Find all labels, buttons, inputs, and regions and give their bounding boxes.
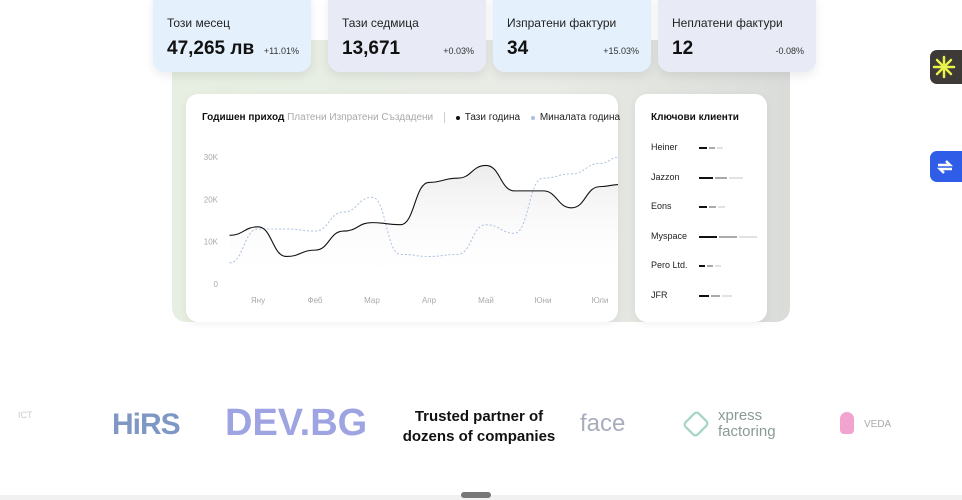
stat-change: +15.03% bbox=[603, 46, 639, 56]
stat-change: +0.03% bbox=[443, 46, 474, 56]
stat-card: Този месец 47,265 лв +11.01% bbox=[153, 0, 311, 72]
stat-card: Изпратени фактури 34 +15.03% bbox=[493, 0, 651, 72]
legend-dot-last-year bbox=[530, 115, 535, 120]
legend-last-year: Миналата година bbox=[539, 112, 621, 124]
stat-label: Този месец bbox=[167, 16, 230, 30]
logo-text-xpress: xpress bbox=[718, 407, 763, 424]
veda-logo-icon bbox=[840, 412, 854, 434]
asterisk-app-icon bbox=[932, 55, 956, 79]
client-bar bbox=[699, 294, 709, 297]
tagline-line-1: Trusted partner of bbox=[414, 408, 544, 425]
y-tick-label: 30K bbox=[204, 153, 219, 162]
stat-card: Тази седмица 13,671 +0.03% bbox=[328, 0, 486, 72]
stat-value: 34 bbox=[507, 38, 529, 59]
client-name: Jazzon bbox=[651, 171, 680, 182]
client-bars bbox=[699, 294, 732, 297]
asterisk-app-button[interactable] bbox=[930, 50, 962, 84]
client-name: Pero Ltd. bbox=[651, 260, 688, 270]
client-bar bbox=[699, 265, 705, 267]
stat-value: 47,265 лв bbox=[167, 38, 255, 59]
sync-button[interactable] bbox=[930, 151, 962, 182]
y-tick-label: 0 bbox=[214, 280, 219, 289]
key-clients-title: Ключови клиенти bbox=[651, 112, 739, 123]
client-bar bbox=[699, 235, 717, 238]
client-name: Heiner bbox=[651, 142, 678, 152]
filter-sent[interactable]: Изпратени bbox=[329, 112, 379, 124]
scroll-handle[interactable] bbox=[461, 492, 491, 498]
filter-paid[interactable]: Платени bbox=[287, 112, 327, 124]
xpress-logo-icon bbox=[681, 409, 711, 439]
logo-devbg: DEV.BG bbox=[225, 402, 368, 444]
revenue-line-chart: 0 10K 20K 30K Яну Феб Мар Апр Май Юни Юли bbox=[204, 153, 618, 305]
logo-face: face bbox=[580, 410, 626, 437]
stat-label: Изпратени фактури bbox=[507, 16, 617, 30]
client-bar bbox=[715, 176, 727, 179]
client-bar bbox=[699, 147, 707, 149]
client-bar bbox=[717, 147, 723, 149]
client-bar bbox=[707, 265, 713, 267]
client-bars bbox=[699, 176, 743, 179]
client-bar bbox=[739, 235, 757, 238]
stat-value: 13,671 bbox=[342, 38, 401, 59]
filter-created[interactable]: Създадени bbox=[381, 112, 434, 124]
y-tick-label: 10K bbox=[204, 238, 219, 247]
client-bar bbox=[715, 265, 721, 267]
key-clients-card: Ключови клиенти Heiner Jazzon Eons Myspace P… bbox=[635, 94, 767, 322]
x-tick-label: Феб bbox=[307, 296, 322, 305]
revenue-chart-card: Годишен приход Платени Изпратени Създаде… bbox=[186, 94, 620, 322]
tagline-line-2: dozens of companies bbox=[402, 428, 556, 445]
client-bar bbox=[699, 176, 713, 179]
y-tick-label: 20K bbox=[204, 195, 219, 204]
logo-ict: ICT bbox=[18, 410, 33, 420]
logo-text-factoring: factoring bbox=[718, 423, 776, 440]
client-bar bbox=[729, 176, 743, 179]
stat-change: -0.08% bbox=[775, 46, 804, 56]
logo-hirs: HiRS bbox=[112, 408, 181, 441]
area-this-year bbox=[229, 165, 618, 284]
client-bar bbox=[719, 235, 737, 238]
client-bar bbox=[718, 206, 725, 208]
x-tick-label: Яну bbox=[251, 296, 265, 305]
client-name: JFR bbox=[651, 289, 668, 300]
stat-value: 12 bbox=[672, 38, 694, 59]
client-bar bbox=[709, 147, 715, 149]
legend-dot-this-year bbox=[455, 115, 460, 120]
client-bars bbox=[699, 235, 757, 238]
client-bar bbox=[709, 206, 716, 208]
series-last-year-line bbox=[229, 156, 618, 264]
divider bbox=[443, 112, 445, 123]
stat-change: +11.01% bbox=[263, 46, 299, 56]
client-bar bbox=[699, 206, 707, 208]
chart-title: Годишен приход bbox=[202, 112, 285, 124]
stat-label: Неплатени фактури bbox=[672, 16, 783, 30]
x-tick-label: Апр bbox=[422, 296, 437, 305]
x-tick-label: Юли bbox=[592, 296, 609, 305]
stat-label: Тази седмица bbox=[342, 16, 419, 30]
client-bars bbox=[699, 265, 721, 267]
client-bar bbox=[711, 294, 720, 297]
stat-card: Неплатени фактури 12 -0.08% bbox=[658, 0, 816, 72]
series-this-year-line bbox=[229, 164, 618, 258]
x-tick-label: Юни bbox=[535, 296, 552, 305]
logo-xpress-factoring: xpress factoring bbox=[718, 408, 776, 440]
sync-icon bbox=[936, 160, 954, 174]
client-name: Myspace bbox=[651, 230, 688, 241]
client-bars bbox=[699, 147, 723, 149]
x-tick-label: Мар bbox=[364, 296, 380, 305]
client-name: Eons bbox=[651, 201, 672, 211]
logo-veda: VEDA bbox=[864, 419, 892, 430]
legend-this-year: Тази година bbox=[464, 112, 521, 124]
partners-tagline: Trusted partner of dozens of companies bbox=[396, 407, 562, 447]
client-bars bbox=[699, 206, 725, 208]
client-bar bbox=[722, 294, 732, 297]
x-tick-label: Май bbox=[478, 296, 494, 305]
chart-header: Годишен приход Платени Изпратени Създаде… bbox=[202, 112, 628, 123]
